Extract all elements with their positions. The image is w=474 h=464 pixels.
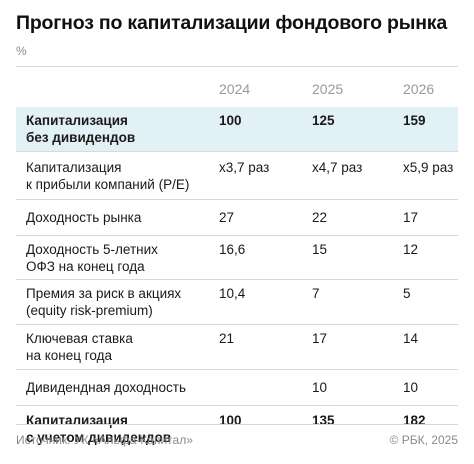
cell-2025: х4,7 раз: [312, 160, 363, 175]
cell-2025: 7: [312, 286, 320, 301]
table-row: Капитализация без дивидендов 100 125 159: [16, 107, 458, 151]
column-header-2025: 2025: [312, 81, 344, 97]
cell-2024: х3,7 раз: [219, 160, 270, 175]
cell-2025: 15: [312, 242, 328, 257]
cell-2024: 27: [219, 210, 235, 225]
cell-2026: х5,9 раз: [403, 160, 454, 175]
cell-2026: 159: [403, 113, 426, 128]
table-row: Дивидендная доходность 10 10: [16, 369, 458, 405]
copyright-note: © РБК, 2025: [389, 433, 458, 447]
row-label: Премия за риск в акциях (equity risk-pre…: [26, 286, 182, 318]
cell-2024: 100: [219, 113, 242, 128]
row-label: Ключевая ставка на конец года: [26, 331, 133, 363]
cell-2026: 14: [403, 331, 419, 346]
table-row: Премия за риск в акциях (equity risk-pre…: [16, 279, 458, 324]
cell-2025: 22: [312, 210, 328, 225]
row-label: Дивидендная доходность: [26, 380, 186, 395]
table-header: 2024 2025 2026: [16, 67, 458, 107]
cell-2026: 10: [403, 380, 419, 395]
cell-2024: 100: [219, 413, 242, 428]
cell-2025: 17: [312, 331, 328, 346]
cell-2026: 5: [403, 286, 411, 301]
cell-2025: 135: [312, 413, 335, 428]
table-row: Капитализация к прибыли компаний (P/E) х3…: [16, 151, 458, 199]
row-label: Капитализация к прибыли компаний (P/E): [26, 160, 190, 192]
top-divider: [16, 66, 458, 67]
cell-2024: 21: [219, 331, 235, 346]
cell-2024: 16,6: [219, 242, 246, 257]
column-header-2024: 2024: [219, 81, 251, 97]
cell-2026: 12: [403, 242, 419, 257]
table-row: Доходность 5-летних ОФЗ на конец года 16,…: [16, 235, 458, 279]
cell-2026: 182: [403, 413, 426, 428]
cell-2024: 10,4: [219, 286, 246, 301]
row-label: Капитализация без дивидендов: [26, 113, 136, 145]
column-header-2026: 2026: [403, 81, 435, 97]
source-note: Источник: УК «Альфа-Капитал»: [16, 433, 193, 447]
cell-2025: 125: [312, 113, 335, 128]
cell-2026: 17: [403, 210, 419, 225]
unit-label: %: [16, 44, 27, 58]
row-label: Доходность 5-летних ОФЗ на конец года: [26, 242, 158, 274]
chart-title: Прогноз по капитализации фондового рынка: [16, 12, 447, 34]
row-label: Доходность рынка: [26, 210, 142, 225]
cell-2025: 10: [312, 380, 328, 395]
forecast-table: 2024 2025 2026 Капитализация без дивиден…: [16, 67, 458, 451]
table-row: Доходность рынка 27 22 17: [16, 199, 458, 235]
bottom-divider: [16, 424, 458, 425]
table-body: Капитализация без дивидендов 100 125 159 Кап…: [16, 107, 458, 451]
table-row: Ключевая ставка на конец года 21 17 14: [16, 324, 458, 369]
